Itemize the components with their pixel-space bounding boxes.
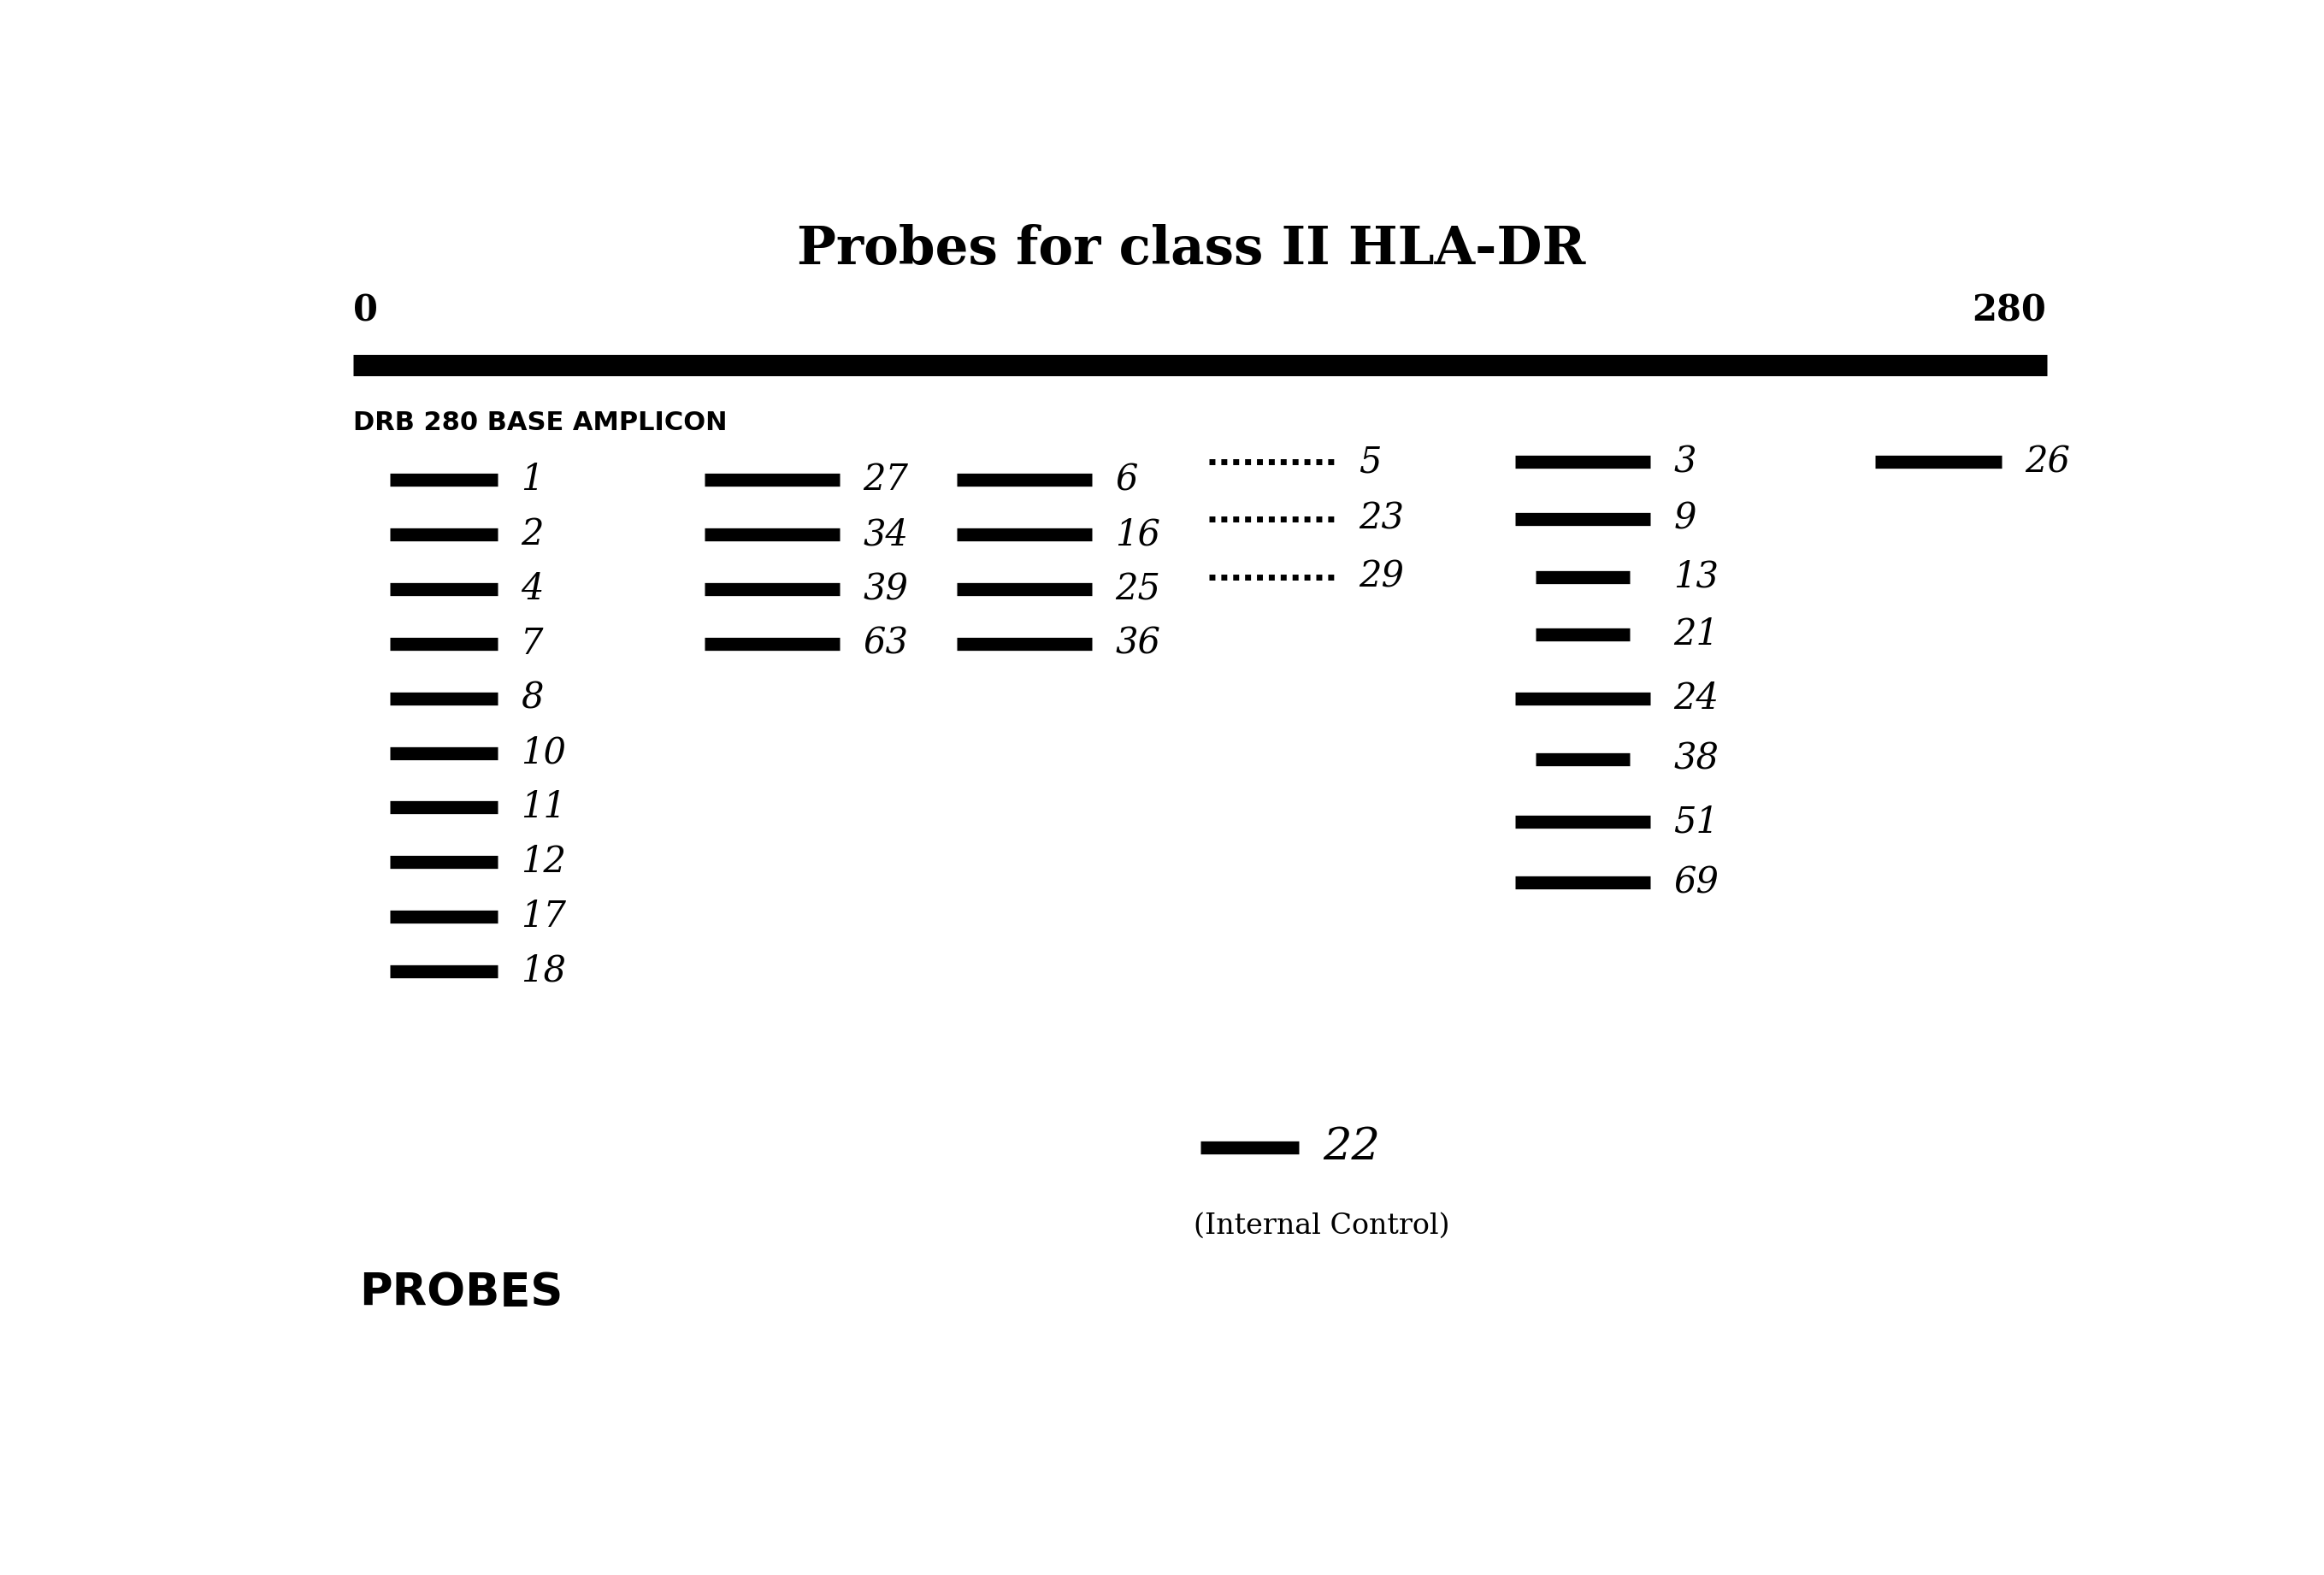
Text: 26: 26 [2024,444,2071,480]
Text: 13: 13 [1673,559,1720,595]
Text: DRB 280 BASE AMPLICON: DRB 280 BASE AMPLICON [353,411,727,435]
Text: 6: 6 [1116,461,1139,498]
Text: 0: 0 [353,293,379,329]
Text: 51: 51 [1673,805,1720,839]
Text: 38: 38 [1673,740,1720,776]
Text: 29: 29 [1360,559,1404,595]
Text: 22: 22 [1322,1125,1380,1169]
Text: 10: 10 [521,736,567,770]
Text: 34: 34 [862,517,909,553]
Text: 69: 69 [1673,865,1720,901]
Text: 27: 27 [862,461,909,498]
Text: 24: 24 [1673,680,1720,717]
Text: 9: 9 [1673,501,1697,537]
Text: 8: 8 [521,680,544,717]
Text: 5: 5 [1360,444,1380,480]
Text: 16: 16 [1116,517,1160,553]
Text: 280: 280 [1973,293,2047,329]
Text: 25: 25 [1116,572,1160,608]
Text: 7: 7 [521,625,544,662]
Text: 39: 39 [862,572,909,608]
Text: 3: 3 [1673,444,1697,480]
Text: 2: 2 [521,517,544,553]
Text: Probes for class II HLA-DR: Probes for class II HLA-DR [797,224,1585,276]
Text: 17: 17 [521,899,567,934]
Text: 12: 12 [521,844,567,880]
Text: 63: 63 [862,625,909,662]
Text: 21: 21 [1673,616,1720,652]
Text: 23: 23 [1360,501,1404,537]
Text: (Internal Control): (Internal Control) [1195,1213,1450,1240]
Text: 1: 1 [521,461,544,498]
Text: PROBES: PROBES [358,1271,562,1315]
Text: 36: 36 [1116,625,1160,662]
Text: 11: 11 [521,789,567,825]
Text: 18: 18 [521,953,567,989]
Text: 4: 4 [521,572,544,608]
